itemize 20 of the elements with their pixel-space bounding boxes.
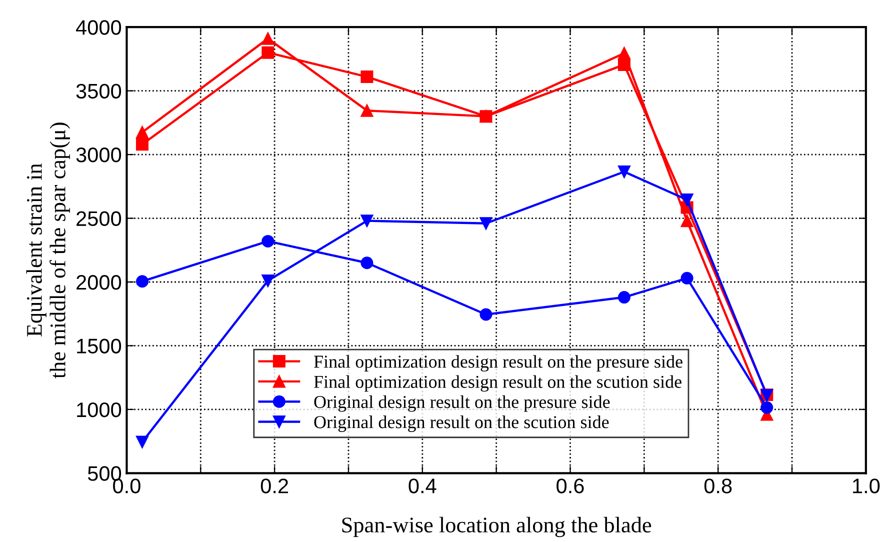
y-tick-label: 3500 xyxy=(76,84,122,99)
legend-label: Original design result on the scution side xyxy=(314,416,609,432)
y-tick-label: 4000 xyxy=(76,20,122,35)
legend-label: Final optimization design result on the presure side xyxy=(314,355,682,372)
x-tick-label: 0.0 xyxy=(113,478,140,494)
x-tick-label: 0.2 xyxy=(260,478,288,494)
y-tick-label: 2500 xyxy=(76,211,122,226)
y-tick-label: 1500 xyxy=(77,338,122,354)
y-tick-label: 1000 xyxy=(77,402,122,418)
x-tick-label: 0.6 xyxy=(556,478,584,494)
y-tick-label: 2000 xyxy=(76,274,122,290)
x-tick-label: 1.0 xyxy=(853,478,880,494)
legend-label: Final optimization design result on the scution side xyxy=(314,375,682,392)
x-axis-title: Span-wise location along the blade xyxy=(342,516,652,538)
y-tick-label: 3000 xyxy=(76,148,122,162)
legend-label: Original design result on the presure side xyxy=(314,395,610,412)
y-tick-label: 500 xyxy=(88,466,122,481)
y-axis-title: Equivalent strain in the middle of the spar cap(μ) xyxy=(26,122,70,378)
x-tick-label: 0.8 xyxy=(704,478,732,494)
x-tick-label: 0.4 xyxy=(408,478,436,494)
